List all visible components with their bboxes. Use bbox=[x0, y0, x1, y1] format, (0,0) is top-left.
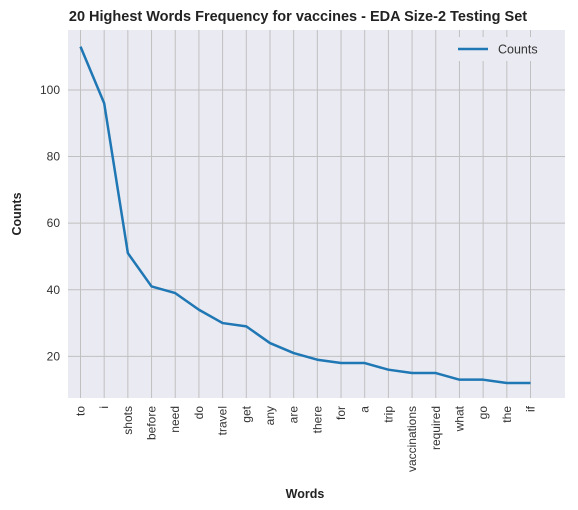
y-tick-label: 20 bbox=[47, 349, 61, 363]
chart-title: 20 Highest Words Frequency for vaccines … bbox=[69, 9, 527, 25]
x-tick-label: do bbox=[192, 406, 206, 420]
x-tick-label: shots bbox=[121, 406, 135, 435]
legend: Counts bbox=[450, 37, 553, 61]
x-tick-label: need bbox=[168, 406, 182, 433]
grid-lines bbox=[68, 30, 565, 398]
x-axis-ticks: to i shots before need do travel get any are there… bbox=[74, 405, 538, 472]
x-axis-label: Words bbox=[286, 487, 325, 501]
y-tick-label: 80 bbox=[47, 150, 61, 164]
x-tick-label: are bbox=[287, 406, 301, 424]
x-tick-label: trip bbox=[381, 406, 395, 423]
plot-area bbox=[68, 30, 565, 398]
x-tick-label: get bbox=[239, 405, 253, 422]
x-tick-label: vaccinations bbox=[405, 406, 419, 472]
x-tick-label: go bbox=[476, 406, 490, 420]
series-line-counts bbox=[79, 46, 531, 385]
legend-label: Counts bbox=[498, 43, 538, 57]
x-tick-label: before bbox=[145, 406, 159, 440]
series-layer bbox=[79, 46, 531, 385]
x-tick-label: i bbox=[97, 406, 111, 409]
x-tick-label: travel bbox=[216, 406, 230, 435]
x-tick-label: a bbox=[358, 406, 372, 413]
x-tick-label: if bbox=[524, 405, 538, 412]
y-axis-label: Counts bbox=[10, 192, 24, 235]
x-tick-label: to bbox=[74, 406, 88, 416]
x-tick-label: there bbox=[310, 406, 324, 434]
x-tick-label: what bbox=[452, 405, 466, 432]
y-axis-ticks: 20 40 60 80 100 bbox=[40, 83, 60, 363]
x-tick-label: required bbox=[429, 406, 443, 450]
x-tick-label: for bbox=[334, 406, 348, 420]
y-tick-label: 40 bbox=[47, 283, 61, 297]
x-tick-label: any bbox=[263, 406, 277, 425]
y-tick-label: 100 bbox=[40, 83, 60, 97]
y-tick-label: 60 bbox=[47, 216, 61, 230]
x-tick-label: the bbox=[500, 406, 514, 423]
